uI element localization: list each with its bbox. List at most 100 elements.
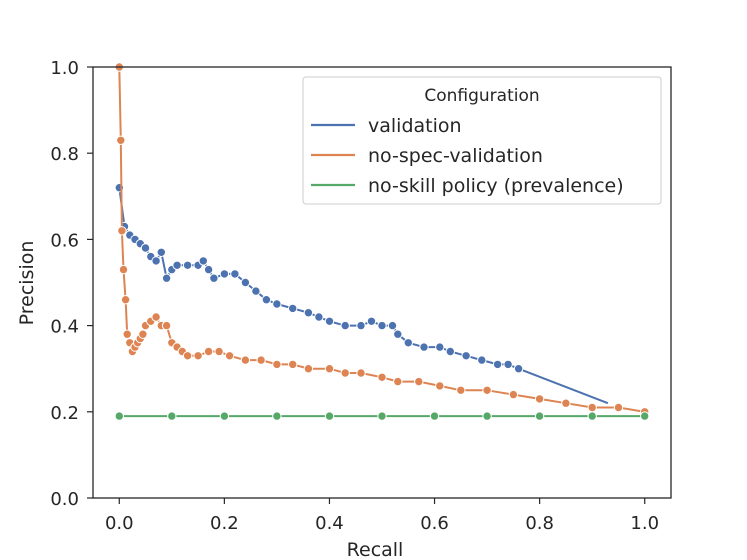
data-point-no-spec-validation: [414, 376, 424, 387]
data-point-no-spec-validation: [120, 295, 131, 305]
data-point-no-spec-validation: [151, 312, 161, 322]
data-point-no-spec-validation: [117, 226, 127, 236]
legend-title: Configuration: [424, 86, 539, 106]
data-point-no-skill-policy-prevalence: [324, 411, 335, 421]
data-point-no-spec-validation: [587, 402, 597, 413]
data-point-no-spec-validation: [456, 385, 466, 395]
axes-layer: 0.0 0.2 0.4 0.6 0.8 1.0 0.0 0.2 0.4 0.6 0.8 1.0: [50, 58, 672, 534]
data-point-validation: [303, 308, 314, 318]
data-point-validation: [198, 256, 209, 266]
y-tick-label: 0.0: [50, 489, 79, 510]
data-point-no-skill-policy-prevalence: [429, 411, 440, 421]
data-point-no-skill-policy-prevalence: [272, 411, 282, 421]
x-tick-label: 1.0: [630, 513, 659, 534]
data-point-validation: [182, 260, 193, 270]
data-point-validation: [356, 320, 366, 331]
legend-label-no-spec-validation: no-spec-validation: [368, 145, 543, 167]
data-point-no-spec-validation: [435, 381, 445, 391]
x-tick-label: 0.4: [315, 513, 344, 534]
data-point-no-skill-policy-prevalence: [114, 411, 125, 421]
data-point-validation: [435, 342, 445, 352]
x-tick-label: 0.2: [210, 513, 239, 534]
data-point-no-spec-validation: [116, 135, 126, 146]
data-point-no-spec-validation: [340, 368, 350, 378]
data-point-validation: [477, 355, 487, 365]
data-point-no-spec-validation: [303, 364, 314, 374]
data-point-validation: [403, 338, 413, 348]
data-point-validation: [503, 359, 513, 370]
y-tick-label: 0.8: [50, 144, 79, 165]
data-point-no-spec-validation: [182, 351, 193, 361]
data-point-no-spec-validation: [161, 320, 172, 331]
x-tick-label: 0.0: [105, 513, 134, 534]
data-point-validation: [219, 269, 230, 279]
data-point-no-skill-policy-prevalence: [587, 411, 597, 421]
y-tick-label: 0.4: [50, 317, 79, 338]
y-tick-label: 0.2: [50, 403, 79, 424]
data-point-no-spec-validation: [508, 389, 519, 400]
data-point-no-skill-policy-prevalence: [640, 411, 650, 421]
data-point-validation: [203, 264, 214, 275]
y-tick-label: 0.6: [50, 230, 79, 251]
data-point-validation: [251, 286, 261, 296]
data-point-no-spec-validation: [324, 364, 335, 374]
data-point-no-spec-validation: [482, 385, 492, 395]
data-point-no-skill-policy-prevalence: [534, 411, 545, 421]
data-point-no-spec-validation: [288, 359, 298, 370]
legend-frame: [302, 76, 662, 205]
data-point-no-spec-validation: [122, 329, 132, 339]
data-point-no-skill-policy-prevalence: [482, 411, 492, 421]
data-point-validation: [419, 342, 429, 352]
data-point-validation: [288, 303, 298, 314]
data-point-no-spec-validation: [561, 398, 571, 408]
data-point-validation: [172, 260, 182, 270]
data-point-no-spec-validation: [193, 351, 203, 361]
data-point-no-spec-validation: [613, 402, 624, 413]
data-point-no-spec-validation: [356, 368, 366, 378]
x-tick-label: 0.8: [525, 513, 554, 534]
data-point-validation: [366, 316, 377, 326]
data-point-no-spec-validation: [138, 329, 148, 339]
data-point-validation: [513, 364, 524, 374]
data-point-no-spec-validation: [377, 372, 387, 382]
data-point-validation: [240, 277, 251, 288]
y-tick-label: 1.0: [50, 58, 79, 79]
data-point-validation: [492, 359, 503, 370]
axes-frame: [92, 66, 672, 499]
y-axis-label: Precision: [16, 241, 38, 326]
data-point-no-spec-validation: [534, 394, 545, 404]
data-point-no-spec-validation: [272, 359, 282, 370]
data-point-validation: [377, 320, 387, 331]
data-point-no-skill-policy-prevalence: [219, 411, 230, 421]
x-axis-label: Recall: [347, 539, 404, 560]
legend-label-validation: validation: [368, 115, 462, 137]
data-point-validation: [209, 273, 219, 283]
data-point-no-spec-validation: [393, 376, 403, 387]
data-point-no-spec-validation: [256, 355, 266, 365]
data-point-validation: [340, 320, 350, 331]
data-point-validation: [272, 299, 282, 309]
data-point-validation: [387, 320, 398, 331]
data-point-no-spec-validation: [118, 264, 129, 275]
data-point-validation: [151, 256, 161, 266]
data-point-validation: [161, 273, 172, 283]
data-point-validation: [324, 316, 335, 326]
data-point-no-skill-policy-prevalence: [377, 411, 387, 421]
data-point-no-spec-validation: [214, 346, 224, 357]
data-point-validation: [230, 269, 240, 279]
data-point-validation: [156, 247, 167, 258]
data-point-validation: [314, 312, 324, 322]
data-point-validation: [445, 346, 455, 357]
data-point-validation: [393, 329, 403, 339]
data-point-no-spec-validation: [224, 351, 235, 361]
legend-label-no-skill: no-skill policy (prevalence): [368, 175, 624, 197]
legend: Configuration validation no-spec-validat…: [302, 76, 662, 205]
data-point-no-skill-policy-prevalence: [167, 411, 177, 421]
data-point-no-spec-validation: [203, 346, 214, 357]
plot-layer: [114, 62, 650, 421]
data-point-validation: [261, 295, 272, 305]
x-tick-label: 0.6: [420, 513, 449, 534]
data-point-validation: [461, 351, 471, 361]
data-point-validation: [140, 243, 151, 253]
